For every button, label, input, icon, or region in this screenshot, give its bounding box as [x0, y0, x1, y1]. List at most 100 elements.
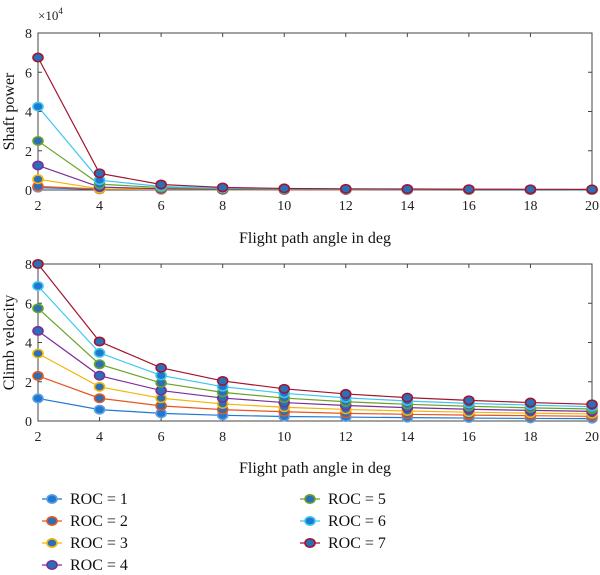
y-tick-label: 2 [25, 145, 32, 160]
x-tick-label: 16 [462, 199, 476, 214]
data-point-roc-7 [278, 183, 291, 194]
x-ticks: 2 4 6 8 10 12 14 16 18 20 [35, 33, 599, 214]
y-ticks: 0 2 4 6 8 [25, 27, 592, 199]
legend-label: ROC = 7 [328, 535, 386, 552]
data-point-roc-6 [93, 347, 106, 358]
data-point-roc-1 [32, 393, 44, 404]
data-point-roc-7 [278, 383, 291, 394]
x-ticks: 2 4 6 8 10 12 14 16 18 20 [35, 264, 599, 445]
legend-marker [304, 515, 316, 526]
y-tick-label: 8 [25, 258, 32, 273]
data-point-roc-7 [586, 399, 598, 410]
data-point-roc-7 [216, 375, 229, 386]
x-tick-label: 14 [400, 199, 414, 214]
y-tick-label: 6 [25, 297, 32, 312]
data-point-roc-7 [463, 184, 475, 195]
legend-marker [304, 493, 316, 504]
series-markers [32, 258, 598, 424]
y-axis-label: Shaft power [1, 72, 18, 150]
x-tick-label: 14 [400, 430, 414, 445]
series-line-roc-5 [37, 307, 593, 410]
data-point-roc-7 [93, 336, 106, 347]
data-point-roc-4 [93, 370, 106, 381]
y-tick-label: 4 [25, 337, 32, 352]
legend-item-roc-5: ROC = 5 [300, 491, 386, 508]
data-point-roc-3 [32, 348, 44, 359]
y-tick-label: 0 [25, 415, 32, 430]
data-point-roc-7 [401, 184, 414, 195]
legend-marker [46, 559, 58, 570]
data-point-roc-5 [93, 359, 106, 370]
x-tick-label: 2 [35, 430, 42, 445]
data-point-roc-7 [524, 397, 537, 408]
x-tick-label: 10 [277, 430, 291, 445]
data-point-roc-7 [32, 258, 44, 269]
data-point-roc-7 [339, 388, 352, 399]
series-line-roc-7 [37, 57, 593, 191]
legend-label: ROC = 5 [328, 491, 386, 508]
x-tick-label: 18 [523, 430, 537, 445]
legend-label: ROC = 3 [70, 535, 128, 552]
y-tick-label: 4 [25, 106, 32, 121]
data-point-roc-7 [463, 395, 475, 406]
legend-label: ROC = 1 [70, 491, 128, 508]
legend-item-roc-4: ROC = 4 [42, 557, 128, 574]
x-tick-label: 16 [462, 430, 476, 445]
series-line-roc-4 [37, 330, 593, 412]
plot-frame [37, 32, 593, 191]
legend-marker [304, 537, 316, 548]
series-line-roc-1 [37, 397, 593, 420]
x-tick-label: 6 [158, 430, 165, 445]
data-point-roc-7 [586, 184, 598, 195]
data-point-roc-7 [155, 362, 167, 373]
legend-marker [46, 537, 58, 548]
data-point-roc-2 [32, 370, 44, 381]
data-point-roc-7 [339, 183, 352, 194]
x-tick-label: 12 [339, 430, 353, 445]
x-tick-label: 8 [219, 199, 226, 214]
x-tick-label: 4 [96, 430, 103, 445]
data-point-roc-7 [401, 392, 414, 403]
x-tick-label: 6 [158, 199, 165, 214]
series-line-roc-2 [37, 375, 593, 417]
plot-frame [37, 263, 593, 422]
x-tick-label: 4 [96, 199, 103, 214]
y-tick-label: 2 [25, 376, 32, 391]
series-line-roc-7 [37, 263, 593, 405]
data-point-roc-1 [93, 404, 106, 415]
data-point-roc-6 [32, 280, 44, 291]
x-tick-label: 2 [35, 199, 42, 214]
x-axis-label: Flight path angle in deg [239, 230, 391, 247]
data-point-roc-4 [32, 160, 44, 171]
series-line-roc-3 [37, 352, 593, 415]
legend-item-roc-3: ROC = 3 [42, 535, 128, 552]
y-tick-label: 0 [25, 184, 32, 199]
legend-item-roc-2: ROC = 2 [42, 513, 128, 530]
data-point-roc-3 [32, 174, 44, 185]
legend-label: ROC = 2 [70, 513, 128, 530]
x-tick-label: 10 [277, 199, 291, 214]
data-point-roc-2 [93, 393, 106, 404]
legend: ROC = 1 ROC = 2 ROC = 3 ROC = 4 ROC = 5 ROC =… [42, 491, 386, 574]
x-tick-label: 20 [585, 199, 599, 214]
y-tick-label: 8 [25, 27, 32, 42]
series-lines [37, 57, 593, 191]
x-axis-label: Flight path angle in deg [239, 460, 391, 477]
x-tick-label: 8 [219, 430, 226, 445]
legend-marker [46, 515, 58, 526]
legend-item-roc-6: ROC = 6 [300, 513, 386, 530]
legend-label: ROC = 6 [328, 513, 386, 530]
y-axis-label: Climb velocity [1, 295, 18, 391]
series-line-roc-6 [37, 285, 593, 408]
x-tick-label: 20 [585, 430, 599, 445]
y-tick-label: 6 [25, 66, 32, 81]
series-lines [37, 263, 593, 420]
legend-item-roc-7: ROC = 7 [300, 535, 386, 552]
data-point-roc-6 [32, 101, 44, 112]
legend-label: ROC = 4 [70, 557, 128, 574]
data-point-roc-7 [155, 179, 167, 190]
data-point-roc-7 [524, 184, 537, 195]
